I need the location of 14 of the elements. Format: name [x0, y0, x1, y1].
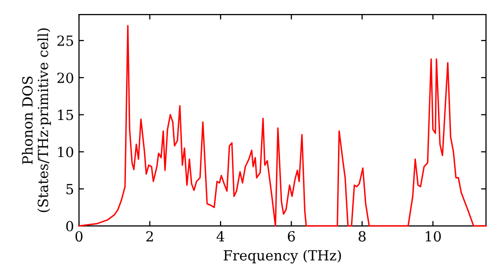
- x-tick-label: 8: [358, 231, 366, 242]
- x-tick-label: 0: [75, 231, 82, 242]
- x-tick-label: 4: [216, 231, 224, 242]
- y-axis-title: Phonon DOS (States/THz·primitive cell): [22, 28, 51, 212]
- x-tick-label: 6: [288, 231, 295, 242]
- y-tick-label: 15: [58, 110, 74, 120]
- x-axis-title: Frequency (THz): [224, 250, 341, 264]
- y-tick-label: 20: [57, 72, 74, 84]
- y-tick-label: 5: [66, 184, 74, 194]
- y-tick-label: 25: [57, 35, 74, 46]
- y-tick-label: 0: [66, 220, 74, 232]
- y-tick-label: 10: [58, 146, 74, 158]
- x-tick-label: 2: [146, 231, 153, 242]
- x-tick-label: 10: [426, 231, 441, 242]
